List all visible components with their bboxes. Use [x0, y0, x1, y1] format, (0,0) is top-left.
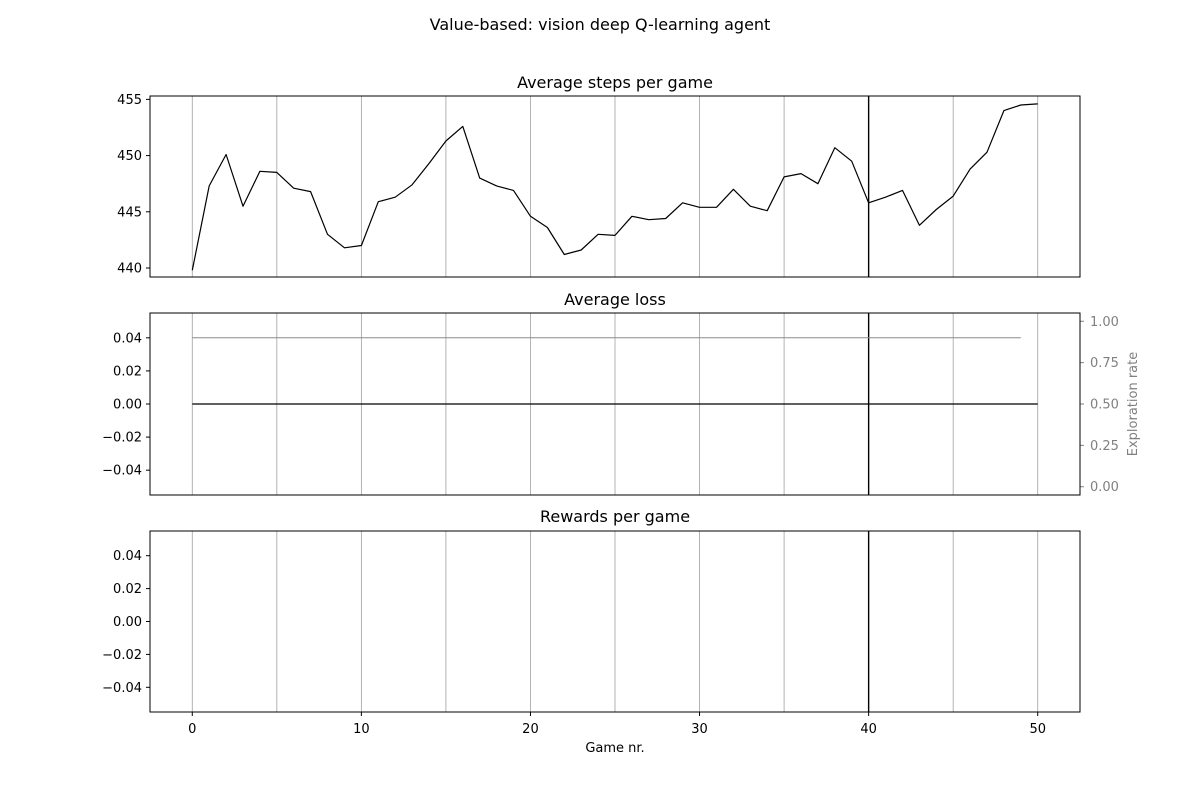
- x-tick-label: 50: [1029, 722, 1046, 737]
- axes-frame: [149, 95, 1081, 278]
- panel-title: Rewards per game: [540, 507, 690, 526]
- y-tick-label: −0.04: [102, 464, 142, 479]
- y-tick-label: 0.02: [113, 364, 142, 379]
- panel-rewards: Rewards per game Game nr. 0.04 0.02 0.00 −0…: [102, 507, 1081, 756]
- series-line: [191, 103, 1038, 271]
- right-y-tick-label: 0.75: [1090, 356, 1119, 371]
- y-tick-label: 0.00: [113, 398, 142, 413]
- right-y-tick-label: 0.00: [1090, 480, 1119, 495]
- y-tick-label: 445: [117, 205, 142, 220]
- panel-title: Average steps per game: [517, 73, 713, 92]
- y-tick-label: 455: [117, 93, 142, 108]
- right-y-tick-label: 0.50: [1090, 398, 1119, 413]
- y-tick-label: −0.04: [102, 681, 142, 696]
- panel-title: Average loss: [564, 290, 666, 309]
- axes-frame: [149, 312, 1081, 496]
- y-tick-label: 0.04: [113, 549, 142, 564]
- x-tick-label: 30: [691, 722, 708, 737]
- x-tick-label: 10: [353, 722, 370, 737]
- right-y-tick-label: 1.00: [1090, 315, 1119, 330]
- figure-title: Value-based: vision deep Q-learning agen…: [430, 15, 771, 34]
- axes-frame: [149, 530, 1081, 713]
- y-tick-label: 450: [117, 149, 142, 164]
- x-tick-label: 0: [188, 722, 196, 737]
- right-y-tick-label: 0.25: [1090, 439, 1119, 454]
- panel-average-loss: Average loss Exploration rate 1.00 0.75 0.…: [102, 290, 1141, 496]
- x-tick-label: 20: [522, 722, 539, 737]
- right-axis-label: Exploration rate: [1126, 352, 1141, 456]
- y-tick-label: −0.02: [102, 431, 142, 446]
- y-tick-label: −0.02: [102, 648, 142, 663]
- x-tick-label: 40: [860, 722, 877, 737]
- panel-average-steps: Average steps per game 440 445 450 455: [117, 73, 1081, 278]
- y-tick-label: 440: [117, 262, 142, 277]
- y-tick-label: 0.00: [113, 615, 142, 630]
- y-tick-label: 0.04: [113, 331, 142, 346]
- y-tick-label: 0.02: [113, 582, 142, 597]
- x-axis-label: Game nr.: [585, 741, 644, 756]
